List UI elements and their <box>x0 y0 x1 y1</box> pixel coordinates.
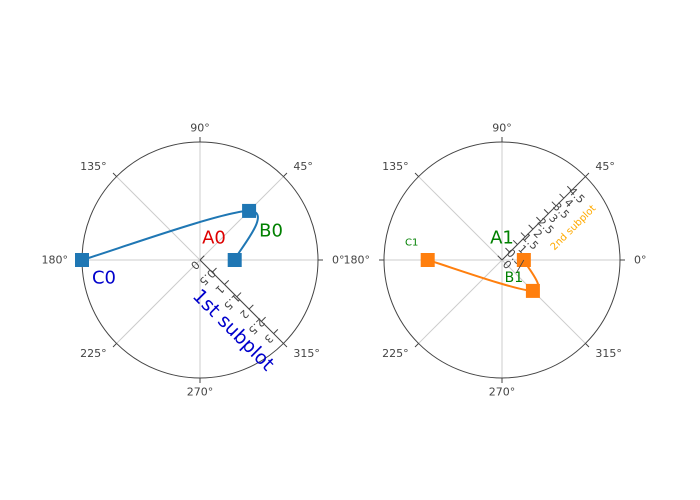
angular-tick-label: 135° <box>80 160 107 173</box>
series-line <box>81 209 259 261</box>
radial-tick-mark <box>497 255 503 261</box>
data-point-marker <box>75 253 89 267</box>
angular-tick-label: 270° <box>187 386 214 399</box>
annotation-arrow <box>516 259 525 273</box>
angular-tick-mark <box>283 343 288 348</box>
angular-tick-label: 315° <box>595 347 622 360</box>
angular-tick-mark <box>414 172 419 177</box>
radial-axis-line <box>199 259 284 344</box>
radial-tick-mark <box>566 185 572 191</box>
radial-tick-mark <box>528 224 534 230</box>
angular-tick-mark <box>585 343 590 348</box>
angular-tick-label: 90° <box>190 122 210 135</box>
angular-gridline <box>199 176 284 261</box>
angular-tick-label: 135° <box>382 160 409 173</box>
data-point-marker <box>525 283 540 298</box>
radial-tick-mark <box>248 304 254 310</box>
radial-tick-mark <box>273 329 279 334</box>
data-point-marker <box>227 253 242 267</box>
angular-gridline <box>418 176 503 261</box>
angular-tick-label: 225° <box>80 347 107 360</box>
polar-subplot-1: 0°45°90°135°180°225°270°315°00.511.522.5… <box>42 122 345 399</box>
radial-tick-mark <box>520 232 526 238</box>
angular-tick-label: 45° <box>293 160 313 173</box>
angular-tick-mark <box>585 172 590 177</box>
radial-tick-mark <box>505 247 511 253</box>
radial-tick-mark <box>543 209 549 214</box>
angular-tick-mark <box>112 172 117 177</box>
angular-tick-label: 45° <box>595 160 615 173</box>
radial-tick-mark <box>224 279 230 285</box>
angular-tick-label: 90° <box>492 122 512 135</box>
angular-tick-mark <box>112 343 117 348</box>
annotation-label: B0 <box>259 220 283 241</box>
angular-tick-label: 315° <box>293 347 320 360</box>
data-point-marker <box>242 203 257 218</box>
angular-gridline <box>116 176 201 261</box>
annotation-label: A1 <box>490 228 514 249</box>
radial-tick-mark <box>551 201 557 207</box>
annotation-label: C1 <box>405 238 418 249</box>
radial-tick-mark <box>512 239 518 245</box>
radial-tick-mark <box>199 255 205 261</box>
annotation-label: B1 <box>505 270 524 286</box>
radial-tick-mark <box>260 316 266 322</box>
angular-tick-label: 180° <box>344 254 371 267</box>
angular-gridline <box>418 259 503 344</box>
angular-tick-label: 225° <box>382 347 409 360</box>
angular-tick-label: 0° <box>634 254 647 267</box>
angular-gridline <box>116 259 201 344</box>
polar-subplot-2: 0°45°90°135°180°225°270°315°00.511.522.5… <box>344 122 647 399</box>
radial-tick-mark <box>559 193 565 199</box>
angular-tick-label: 0° <box>332 254 345 267</box>
radial-tick-mark <box>236 292 242 298</box>
data-point-marker <box>420 253 435 267</box>
angular-tick-label: 180° <box>42 254 69 267</box>
radial-tick-mark <box>211 267 217 273</box>
angular-tick-mark <box>283 172 288 177</box>
annotation-label: A0 <box>202 228 226 249</box>
annotation-label: C0 <box>92 268 116 289</box>
angular-tick-mark <box>414 343 419 348</box>
angular-tick-label: 270° <box>489 386 516 399</box>
angular-gridline <box>501 259 586 344</box>
radial-tick-mark <box>536 216 541 222</box>
